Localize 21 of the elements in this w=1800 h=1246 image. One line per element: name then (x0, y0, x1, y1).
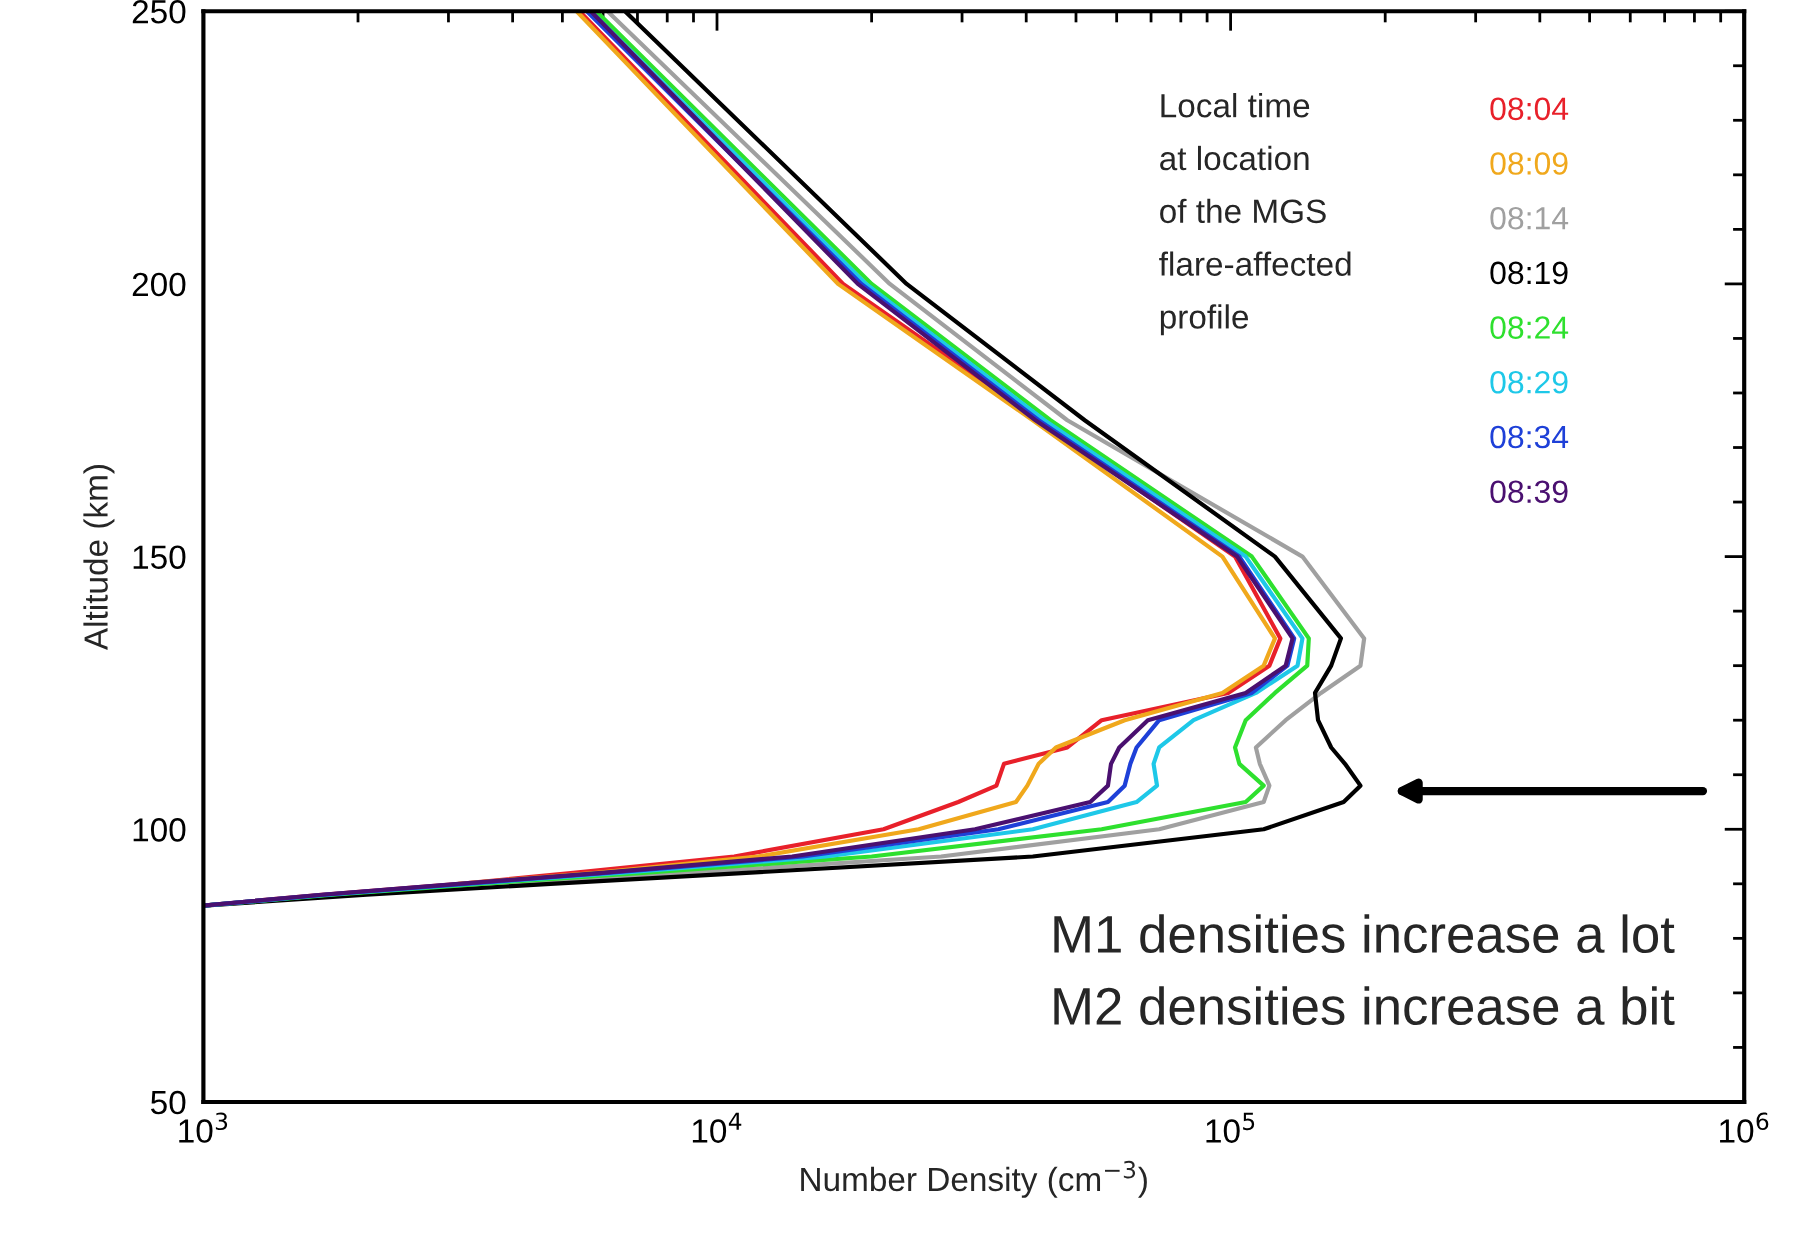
legend-title: Local time at location of the MGS flare-affected profile (1159, 93, 1351, 336)
y-axis-title: Altitude (km) (83, 465, 115, 651)
annotation: M1 densities increase a lot (1054, 914, 1675, 954)
text: 08:29 (1490, 371, 1568, 394)
x-tick-label: 10$^{5}$ (1206, 1112, 1255, 1143)
annotation: M2 densities increase a bit (1054, 986, 1675, 1026)
text: 08:04 (1490, 97, 1569, 121)
y-tick-label: 250 (132, 0, 186, 24)
text: 08:09 (1490, 152, 1568, 175)
y-tick-label: 150 (133, 545, 186, 569)
text: 08:34 (1490, 425, 1569, 449)
text: 08:39 (1490, 480, 1568, 504)
text: 08:24 (1490, 316, 1569, 339)
x-tick-label: 10$^{4}$ (692, 1112, 742, 1143)
x-axis-title: Number Density (cm$^{−3}$) (801, 1160, 1147, 1198)
y-tick-label: 200 (132, 272, 186, 297)
y-tick-label: 50 (150, 1090, 186, 1115)
text: 08:19 (1490, 261, 1568, 285)
text: 08:14 (1490, 206, 1569, 230)
y-tick-label: 100 (133, 818, 186, 842)
x-tick-label: 10$^{6}$ (1720, 1112, 1769, 1143)
